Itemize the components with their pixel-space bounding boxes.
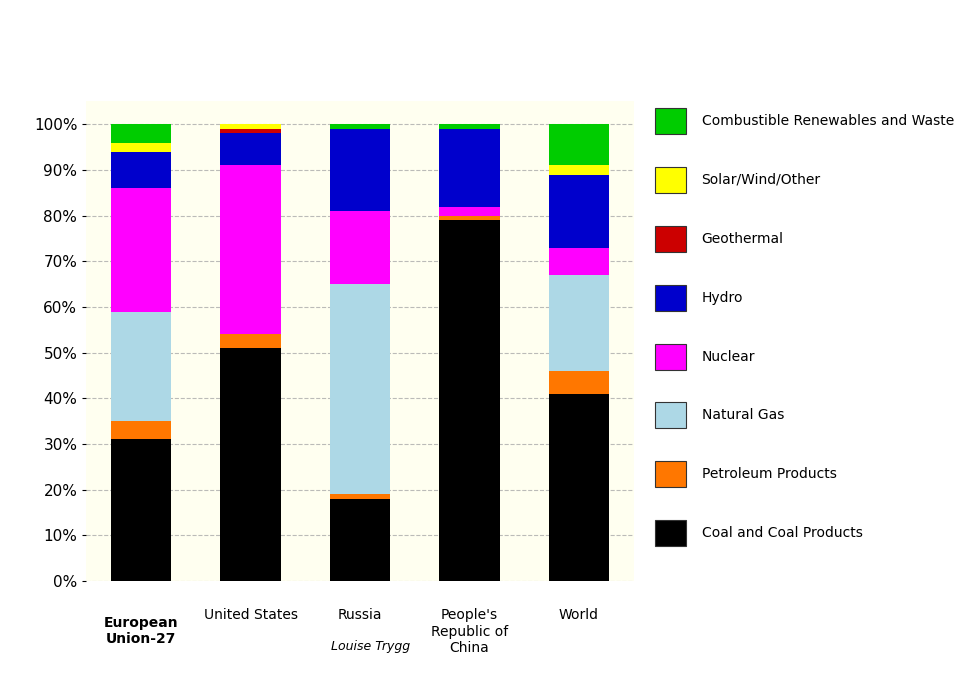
Text: Natural Gas: Natural Gas [702, 408, 784, 422]
Bar [440, 220, 499, 581]
Bar [111, 188, 171, 312]
Text: Hydro: Hydro [702, 290, 743, 304]
Ellipse shape [84, 601, 199, 661]
Bar [221, 348, 280, 581]
Bar [549, 174, 609, 248]
Bar [221, 165, 280, 335]
Bar [330, 494, 390, 499]
Text: Combustible Renewables and Waste: Combustible Renewables and Waste [702, 114, 954, 128]
Bar [330, 125, 390, 129]
Bar [440, 216, 499, 220]
Bar [330, 284, 390, 494]
Bar [440, 206, 499, 216]
Bar [656, 344, 686, 370]
Text: European
Union-27: European Union-27 [104, 616, 179, 646]
Bar [111, 440, 171, 581]
Bar [656, 402, 686, 428]
Text: Geothermal: Geothermal [702, 232, 783, 246]
Bar [221, 134, 280, 165]
Bar [549, 394, 609, 581]
Bar [656, 167, 686, 193]
Bar [440, 129, 499, 206]
Text: People's
Republic of
China: People's Republic of China [431, 608, 508, 654]
Bar [440, 125, 499, 129]
Text: LiU: LiU [29, 649, 115, 692]
Bar [656, 108, 686, 134]
Bar [111, 421, 171, 440]
Bar [111, 125, 171, 143]
Bar [656, 520, 686, 546]
Text: Louise Trygg: Louise Trygg [331, 640, 411, 653]
Bar [549, 371, 609, 394]
Bar [330, 129, 390, 211]
Text: World: World [559, 608, 599, 622]
Text: United States: United States [204, 608, 298, 622]
Bar [656, 285, 686, 311]
Bar [111, 143, 171, 152]
Bar [221, 129, 280, 134]
Bar [111, 152, 171, 188]
Bar [221, 125, 280, 129]
Bar [656, 461, 686, 487]
Text: Russia: Russia [338, 608, 382, 622]
Bar [549, 275, 609, 371]
Bar [656, 226, 686, 252]
Text: Petroleum Products: Petroleum Products [702, 468, 836, 482]
Bar [111, 312, 171, 421]
Bar [549, 248, 609, 275]
Bar [330, 499, 390, 581]
Bar [221, 335, 280, 348]
Bar [549, 165, 609, 174]
Bar [330, 211, 390, 284]
Text: Nuclear: Nuclear [702, 349, 756, 363]
Text: Sverige är en del av den europeiska elmarknaden!: Sverige är en del av den europeiska elma… [19, 26, 960, 62]
Text: Coal and Coal Products: Coal and Coal Products [702, 526, 862, 540]
Bar [549, 125, 609, 165]
Text: Solar/Wind/Other: Solar/Wind/Other [702, 173, 821, 187]
